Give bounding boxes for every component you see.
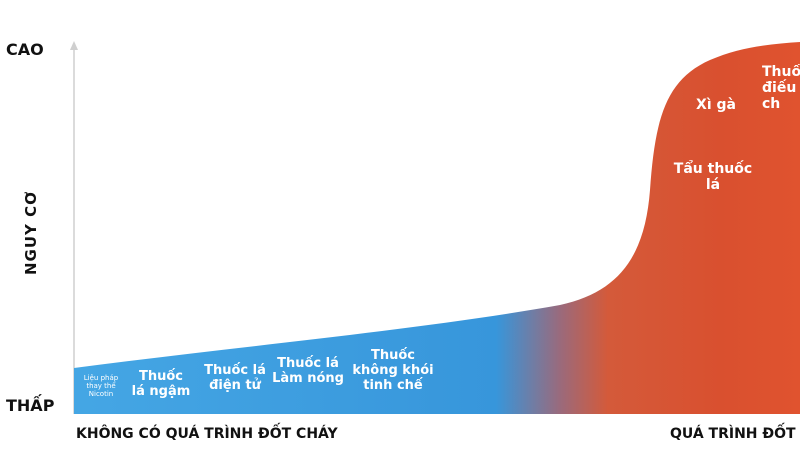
product-refined-smokeless: Thuốc không khói tinh chế — [352, 348, 434, 393]
risk-area — [74, 42, 800, 414]
y-low-label: THẤP — [6, 396, 55, 415]
y-axis-arrow — [70, 41, 78, 50]
y-high-label: CAO — [6, 40, 44, 59]
x-right-label: QUÁ TRÌNH ĐỐT — [670, 426, 796, 442]
product-cigarette: Thuốc điếu ch — [762, 64, 800, 113]
product-heated: Thuốc lá Làm nóng — [272, 356, 344, 386]
y-axis-title: NGUY CƠ — [22, 190, 40, 275]
product-pipe: Tẩu thuốc lá — [673, 161, 753, 194]
product-nrt: Liệu pháp thay thế Nicotin — [83, 374, 119, 399]
product-cigar: Xì gà — [696, 97, 736, 113]
product-ecig: Thuốc lá điện tử — [204, 363, 266, 393]
x-left-label: KHÔNG CÓ QUÁ TRÌNH ĐỐT CHÁY — [76, 426, 338, 442]
product-snus: Thuốc lá ngậm — [131, 369, 191, 399]
